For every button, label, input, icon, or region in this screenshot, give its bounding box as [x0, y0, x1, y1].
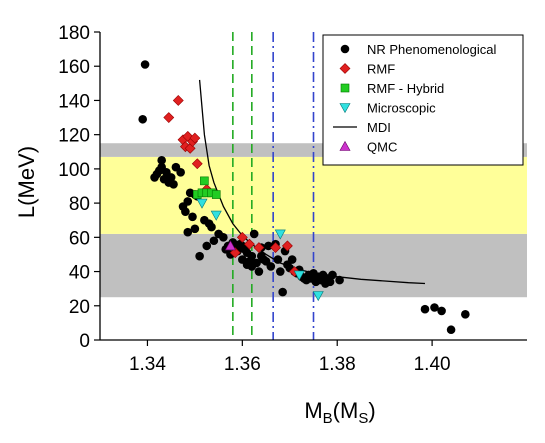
x-tick-label-3: 1.40	[414, 354, 451, 375]
microscopic-point-3	[293, 270, 305, 281]
legend-marker-microscopic	[339, 103, 351, 114]
rmf-point-14	[270, 242, 281, 254]
mdi-line	[198, 79, 426, 285]
nr-phenomenological-point-25	[202, 241, 212, 251]
rmf-hybrid-point-2	[200, 176, 209, 186]
nr-phenomenological-point-21	[190, 224, 200, 234]
data-points	[138, 60, 470, 335]
nr-phenomenological-point-85	[461, 310, 470, 319]
y-tick-label-5: 100	[58, 160, 90, 181]
y-tick-label-3: 60	[69, 228, 90, 249]
microscopic-point-1	[196, 198, 208, 209]
nr-phenomenological-point-47	[252, 258, 261, 268]
y-tick-label-1: 20	[69, 297, 90, 318]
x-axis-title-paren-sub: S	[358, 410, 368, 427]
nr-phenomenological-point-46	[249, 229, 259, 239]
x-tick-label-1: 1.36	[224, 354, 261, 375]
nr-phenomenological-point-79	[328, 270, 337, 280]
y-tick-label-7: 140	[58, 91, 90, 112]
rmf-hybrid-point-5	[211, 190, 221, 199]
y-tick-label-8: 160	[58, 57, 90, 78]
nr-phenomenological-point-56	[273, 255, 283, 264]
legend: NR Phenomenological RMF RMF - Hybrid Micros…	[322, 34, 524, 166]
legend-label-qmc: QMC	[367, 140, 397, 155]
nr-phenomenological-point-62	[287, 255, 297, 264]
x-tick-label-0: 1.34	[129, 354, 166, 375]
y-tick-label-6: 120	[58, 126, 90, 147]
nr-phenomenological-point-84	[446, 325, 456, 335]
legend-label-rmf: RMF	[367, 62, 395, 77]
nr-phenomenological-point-10	[166, 173, 176, 182]
nr-phenomenological-point-17	[183, 197, 193, 206]
vertical-reference-lines	[232, 32, 315, 340]
y-tick-label-9: 180	[58, 23, 90, 44]
nr-phenomenological-point-58	[278, 287, 287, 297]
nr-phenomenological-point-6	[157, 156, 166, 165]
ticks: 0 20 40 60 80 100 120 140 160 180 1.34 1.36 1.38 1.40	[58, 23, 450, 375]
y-tick-label-0: 0	[79, 331, 90, 352]
mdi-curve	[198, 79, 426, 285]
nr-phenomenological-point-82	[430, 303, 439, 312]
rmf-point-7	[189, 132, 201, 144]
nr-phenomenological-point-54	[266, 262, 276, 271]
x-axis-title: MB(MS)	[304, 398, 375, 427]
rmf-point-13	[253, 242, 265, 254]
legend-label-mdi: MDI	[367, 120, 391, 135]
legend-marker-nr-phenomenological	[340, 44, 350, 54]
x-axis-title-sub: B	[323, 410, 333, 427]
microscopic-point-4	[312, 291, 324, 302]
rmf-point-8	[191, 158, 203, 170]
x-axis-title-paren: (M	[333, 398, 359, 423]
x-axis-title-close: )	[368, 398, 375, 423]
nr-phenomenological-point-57	[275, 267, 285, 276]
rmf-point-15	[281, 240, 293, 252]
qmc-point-0	[224, 240, 236, 251]
x-axis-title-main: M	[304, 398, 322, 423]
legend-label-rmf-hybrid: RMF - Hybrid	[367, 81, 444, 96]
legend-label-nr-phenomenological: NR Phenomenological	[367, 42, 496, 57]
nr-phenomenological-point-48	[254, 267, 264, 276]
nr-phenomenological-point-80	[335, 275, 344, 285]
legend-marker-rmf-hybrid	[340, 83, 350, 93]
rmf-point-1	[163, 112, 175, 123]
legend-marker-rmf	[339, 63, 351, 74]
y-tick-label-4: 80	[69, 194, 90, 215]
microscopic-point-2	[274, 229, 286, 240]
rmf-point-0	[172, 95, 184, 106]
nr-phenomenological-point-0	[140, 60, 150, 69]
nr-phenomenological-point-78	[325, 277, 335, 287]
y-tick-label-2: 40	[69, 263, 90, 284]
nr-phenomenological-point-30	[219, 233, 228, 242]
nr-phenomenological-point-27	[207, 222, 216, 232]
nr-phenomenological-point-11	[169, 179, 178, 189]
nr-phenomenological-point-16	[183, 227, 193, 237]
nr-phenomenological-point-83	[437, 306, 446, 316]
legend-label-microscopic: Microscopic	[367, 101, 436, 116]
nr-phenomenological-point-15	[181, 207, 190, 216]
axes	[99, 32, 527, 341]
nr-phenomenological-point-81	[420, 304, 430, 314]
legend-marker-qmc	[339, 140, 351, 151]
nr-phenomenological-point-13	[176, 168, 185, 177]
nr-phenomenological-point-44	[247, 251, 257, 261]
legend-box	[322, 34, 524, 166]
rmf-point-11	[236, 231, 248, 243]
y-axis-title: L(MeV)	[14, 146, 39, 218]
nr-phenomenological-point-28	[209, 236, 219, 246]
rmf-point-10	[229, 247, 241, 259]
microscopic-point-0	[210, 210, 222, 221]
nr-phenomenological-point-19	[188, 212, 197, 222]
nr-phenomenological-point-1	[138, 114, 147, 124]
rmf-point-12	[244, 238, 255, 250]
nr-phenomenological-point-23	[195, 251, 204, 261]
x-tick-label-2: 1.38	[319, 354, 356, 375]
